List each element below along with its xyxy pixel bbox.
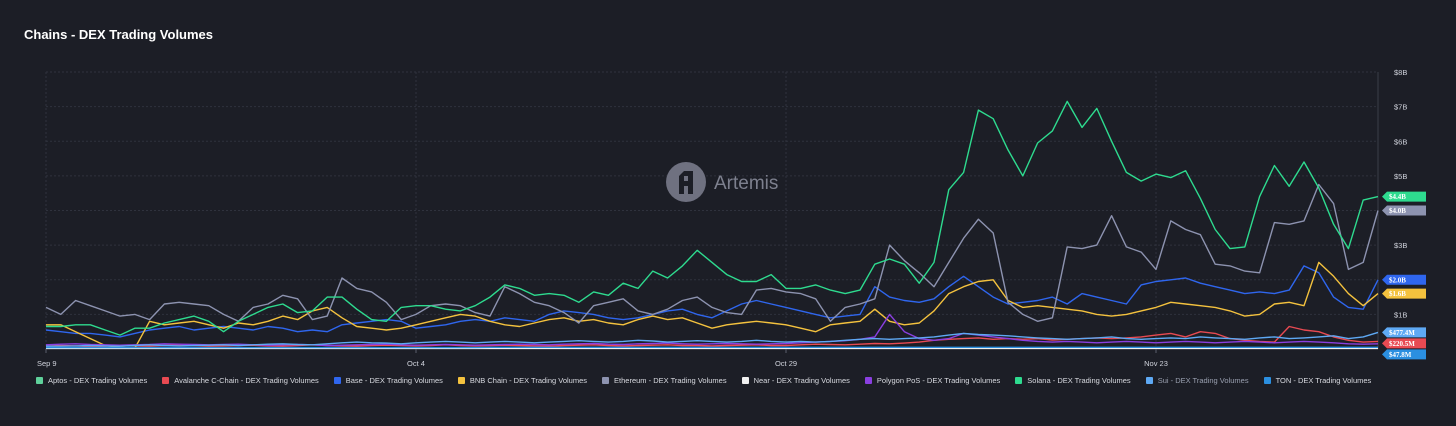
watermark: Artemis [666, 162, 778, 202]
legend-swatch [741, 377, 749, 384]
legend-label: Polygon PoS - DEX Trading Volumes [876, 376, 1001, 385]
series-line-2 [45, 265, 1379, 338]
series-line-3 [46, 261, 1379, 349]
series-end-label: $4.4B [1382, 191, 1426, 202]
legend-label: Sui - DEX Trading Volumes [1157, 376, 1249, 385]
y-tick-label: $5B [1394, 172, 1407, 181]
svg-text:$47.8M: $47.8M [1389, 351, 1412, 359]
svg-text:$4.4B: $4.4B [1389, 193, 1406, 201]
legend-swatch [864, 377, 872, 384]
legend-swatch [1263, 377, 1271, 384]
svg-text:$4.0B: $4.0B [1389, 207, 1406, 215]
series-line-4 [45, 183, 1379, 324]
legend-item[interactable]: Polygon PoS - DEX Trading Volumes [864, 376, 1001, 385]
legend-swatch [162, 377, 170, 384]
series-line-8 [46, 331, 1379, 347]
svg-text:$477.4M: $477.4M [1389, 329, 1415, 337]
x-tick-label: Oct 4 [407, 359, 425, 368]
legend-item[interactable]: Avalanche C-Chain - DEX Trading Volumes [162, 376, 319, 385]
legend-label: Base - DEX Trading Volumes [345, 376, 443, 385]
artemis-logo-glyph [679, 171, 693, 194]
legend-item[interactable]: Sui - DEX Trading Volumes [1145, 376, 1249, 385]
x-tick-label: Oct 29 [775, 359, 797, 368]
legend-item[interactable]: Base - DEX Trading Volumes [333, 376, 443, 385]
y-tick-label: $6B [1394, 137, 1407, 146]
legend-label: TON - DEX Trading Volumes [1275, 376, 1372, 385]
legend-label: Avalanche C-Chain - DEX Trading Volumes [174, 376, 319, 385]
x-tick-label: Nov 23 [1144, 359, 1168, 368]
legend-item[interactable]: Ethereum - DEX Trading Volumes [602, 376, 727, 385]
legend-item[interactable]: BNB Chain - DEX Trading Volumes [457, 376, 588, 385]
series-end-label: $2.0B [1382, 274, 1426, 285]
watermark-text: Artemis [714, 173, 778, 194]
y-tick-label: $1B [1394, 310, 1407, 319]
series-end-label: $47.8M [1382, 349, 1426, 360]
legend-swatch [36, 377, 43, 384]
svg-text:$220.5M: $220.5M [1389, 340, 1415, 348]
svg-text:$2.0B: $2.0B [1389, 276, 1406, 284]
legend-label: Aptos - DEX Trading Volumes [48, 376, 148, 385]
series-end-label: $477.4M [1382, 327, 1426, 338]
legend-label: Ethereum - DEX Trading Volumes [614, 376, 727, 385]
legend-label: Solana - DEX Trading Volumes [1027, 376, 1131, 385]
legend-item[interactable]: Near - DEX Trading Volumes [741, 376, 850, 385]
y-tick-label: $8B [1394, 68, 1407, 77]
legend-swatch [1015, 377, 1023, 384]
series-end-label: $4.0B [1382, 205, 1426, 216]
legend-item[interactable]: TON - DEX Trading Volumes [1263, 376, 1372, 385]
x-tick-label: Sep 9 [37, 359, 57, 368]
svg-text:$1.6B: $1.6B [1389, 290, 1406, 298]
legend-label: BNB Chain - DEX Trading Volumes [469, 376, 588, 385]
legend-swatch [1145, 377, 1153, 384]
legend-swatch [333, 377, 341, 384]
y-tick-label: $7B [1394, 103, 1407, 112]
series-line-6 [45, 313, 1379, 347]
chart-title: Chains - DEX Trading Volumes [24, 27, 214, 42]
legend: Aptos - DEX Trading Volumes Avalanche C-C… [36, 376, 1386, 385]
series-end-label: $1.6B [1382, 288, 1426, 299]
legend-item[interactable]: Aptos - DEX Trading Volumes [36, 376, 147, 385]
legend-label: Near - DEX Trading Volumes [753, 376, 850, 385]
series-line-7 [46, 100, 1379, 336]
series-end-label: $220.5M [1382, 338, 1426, 349]
legend-item[interactable]: Solana - DEX Trading Volumes [1015, 376, 1131, 385]
legend-swatch [602, 377, 610, 384]
legend-swatch [457, 377, 465, 384]
y-tick-label: $3B [1394, 241, 1407, 250]
